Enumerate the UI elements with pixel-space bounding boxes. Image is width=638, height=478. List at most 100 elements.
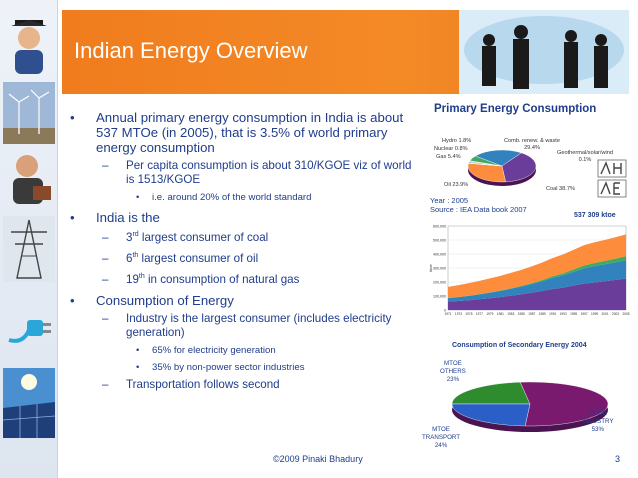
subsubbullet-non-power: 35% by non-power sector industries — [66, 361, 416, 374]
area-xtick-label: 1997 — [581, 312, 588, 316]
secondary-pie-slice-industry — [519, 381, 609, 427]
area-xtick-label: 1971 — [444, 312, 451, 316]
subsubbullet-world-standard: i.e. around 20% of the world standard — [66, 191, 416, 204]
secondary-pie-svg — [451, 381, 609, 432]
pie-label-renewables: Comb. renew. & waste 29.4% — [504, 138, 560, 151]
subbullet-text: Transportation follows second — [126, 378, 280, 391]
area-xtick-label: 1973 — [455, 312, 462, 316]
bullet-list: Annual primary energy consumption in Ind… — [66, 110, 416, 396]
bullet-consumption: Annual primary energy consumption in Ind… — [66, 110, 416, 155]
area-xtick-label: 2003 — [612, 312, 619, 316]
area-xtick-label: 1989 — [539, 312, 546, 316]
area-series-1 — [448, 260, 626, 302]
rank-suffix: rd — [132, 231, 139, 239]
subbullet-gas: – 19th in consumption of natural gas — [66, 273, 416, 287]
footer-copyright: ©2009 Pinaki Bhadury — [273, 454, 363, 464]
year-label: Year : 2005 — [430, 196, 469, 205]
pie-label-hydro: Hydro 1.8% — [442, 138, 472, 144]
area-series-2 — [448, 256, 626, 299]
subbullet-per-capita: – Per capita consumption is about 310/KGO… — [66, 159, 416, 187]
pie-label-geothermal: Geothermal/solar/wind 0.1% — [557, 150, 613, 163]
area-xtick-label: 1993 — [560, 312, 567, 316]
area-ytick-label: 100,000 — [433, 295, 446, 299]
rank-number: 3 — [126, 231, 133, 244]
subbullet-transportation: – Transportation follows second — [66, 378, 416, 392]
primary-pie-chart: Hydro 1.8% Nuclear 0.8% Gas 5.4% Oil 23.… — [422, 134, 613, 202]
left-image-strip — [0, 0, 58, 478]
subbullet-text: largest consumer of oil — [138, 252, 259, 265]
secondary-consumption-title: Consumption of Secondary Energy 2004 — [452, 342, 587, 349]
area-xtick-label: 1977 — [476, 312, 483, 316]
subbullet-text: in consumption of natural gas — [144, 273, 300, 286]
area-ylabel: ktoe — [428, 263, 433, 271]
area-chart-svg: 0 100,000 200,000 300,000 400,000 500,000 600,… — [428, 225, 630, 317]
area-xtick-label: 1983 — [507, 312, 514, 316]
rank-suffix: th — [138, 273, 145, 281]
page-number: 3 — [615, 454, 621, 464]
area-ytick-label: 500,000 — [433, 239, 446, 243]
bullet-consumption-of-energy: Consumption of Energy — [66, 293, 416, 308]
rank-number: 6 — [126, 252, 133, 265]
pie-label-gas: Gas 5.4% — [436, 154, 461, 160]
area-chart: 0 100,000 200,000 300,000 400,000 500,000 600,… — [424, 222, 630, 326]
primary-pie-slice-coal — [501, 152, 537, 183]
source-label: Source : IEA Data book 2007 — [430, 205, 527, 214]
area-xtick-label: 1991 — [549, 312, 556, 316]
area-series-0 — [448, 278, 626, 310]
dash-marker: – — [102, 378, 109, 391]
area-ytick-label: 300,000 — [433, 267, 446, 271]
dash-marker: – — [102, 159, 109, 172]
rank-suffix: th — [132, 252, 139, 260]
title-banner: Indian Energy Overview — [62, 10, 629, 94]
area-ytick-label: 400,000 — [433, 253, 446, 257]
area-xtick-label: 2005 — [622, 312, 629, 316]
subbullet-oil: – 6th largest consumer of oil — [66, 252, 416, 266]
pie-label-transport: MTOE TRANSPORT 24% — [422, 426, 461, 449]
area-xtick-label: 2001 — [602, 312, 609, 316]
dash-marker: – — [102, 312, 109, 325]
subbullet-text: Industry is the largest consumer (includ… — [126, 312, 392, 339]
secondary-pie-chart — [430, 378, 620, 438]
area-xtick-label: 1995 — [570, 312, 577, 316]
dash-marker: – — [102, 231, 109, 244]
pie-label-industry: MTOE INDUSTRY 53% — [582, 410, 614, 433]
secondary-pie-slice-transport — [451, 403, 531, 427]
area-series-3 — [448, 234, 626, 299]
subbullet-coal: – 3rd largest consumer of coal — [66, 231, 416, 245]
area-xtick-label: 1979 — [486, 312, 493, 316]
business-people-photo-icon — [459, 10, 629, 94]
primary-pie-svg — [467, 149, 537, 186]
pie-label-others: MTOE OTHERS 23% — [440, 360, 466, 383]
pie-label-coal: Coal 38.7% — [546, 186, 575, 192]
area-ytick-label: 600,000 — [433, 225, 446, 229]
subsubbullet-electricity: 65% for electricity generation — [66, 344, 416, 357]
rank-number: 19 — [126, 273, 139, 286]
secondary-pie-slice-others — [451, 381, 531, 405]
area-xtick-label: 1975 — [465, 312, 472, 316]
primary-pie-slice-oil — [475, 149, 522, 167]
power-plug-icon — [8, 320, 51, 343]
bullet-india-is: India is the — [66, 210, 416, 225]
subbullet-text: Per capita consumption is about 310/KGOE… — [126, 159, 412, 186]
power-pylon-icon — [3, 216, 55, 282]
graduate-avatar-icon — [11, 20, 47, 74]
area-xtick-label: 1981 — [497, 312, 504, 316]
pie-label-nuclear: Nuclear 0.8% — [434, 146, 468, 152]
subbullet-industry: – Industry is the largest consumer (inclu… — [66, 312, 416, 340]
dash-marker: – — [102, 273, 109, 286]
area-xtick-label: 1987 — [528, 312, 535, 316]
solar-panel-icon — [3, 368, 55, 438]
total-ktoe: 537 309 ktoe — [574, 212, 616, 219]
subbullet-text: largest consumer of coal — [138, 231, 269, 244]
businessman-avatar-icon — [13, 155, 51, 204]
iea-logo-icon — [597, 159, 627, 198]
pie-label-oil: Oil 23.9% — [444, 182, 469, 188]
wind-turbines-icon — [3, 82, 55, 144]
primary-pie-slice-geothermal-solar-wind — [468, 163, 503, 167]
slide-title: Indian Energy Overview — [74, 38, 308, 63]
area-ytick-label: 200,000 — [433, 281, 446, 285]
primary-consumption-title: Primary Energy Consumption — [434, 103, 597, 115]
area-xtick-label: 1999 — [591, 312, 598, 316]
dash-marker: – — [102, 252, 109, 265]
area-ytick-label: 0 — [444, 309, 446, 313]
